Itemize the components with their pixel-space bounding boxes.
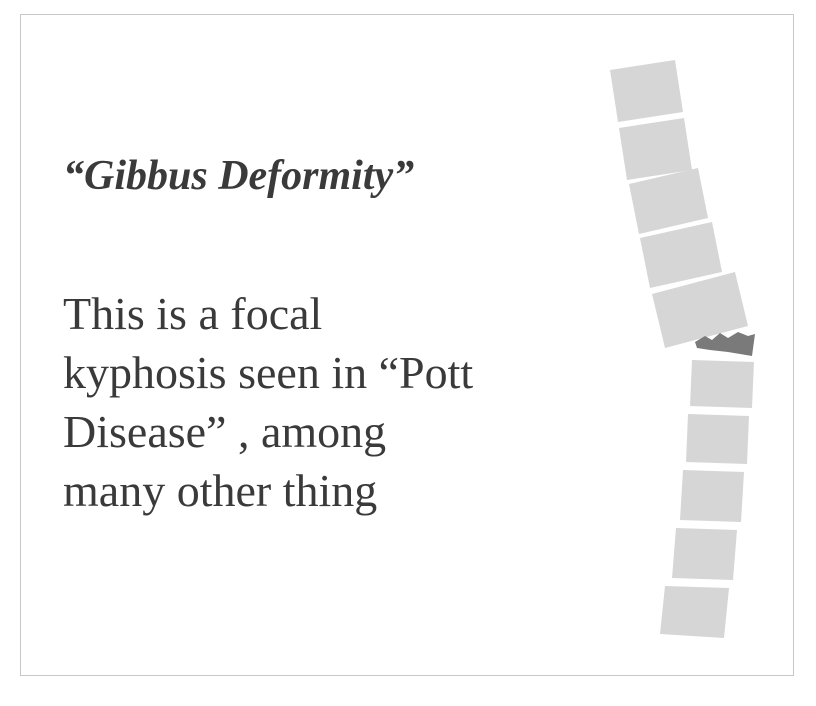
slide-body: This is a focal kyphosis seen in “Pott D… (63, 284, 583, 520)
body-line-1: This is a focal (63, 288, 323, 339)
body-line-4: many other thing (63, 465, 378, 516)
body-line-3: Disease” , among (63, 406, 387, 457)
slide-title: “Gibbus Deformity” (63, 153, 415, 199)
body-line-2: kyphosis seen in “Pott (63, 347, 474, 398)
